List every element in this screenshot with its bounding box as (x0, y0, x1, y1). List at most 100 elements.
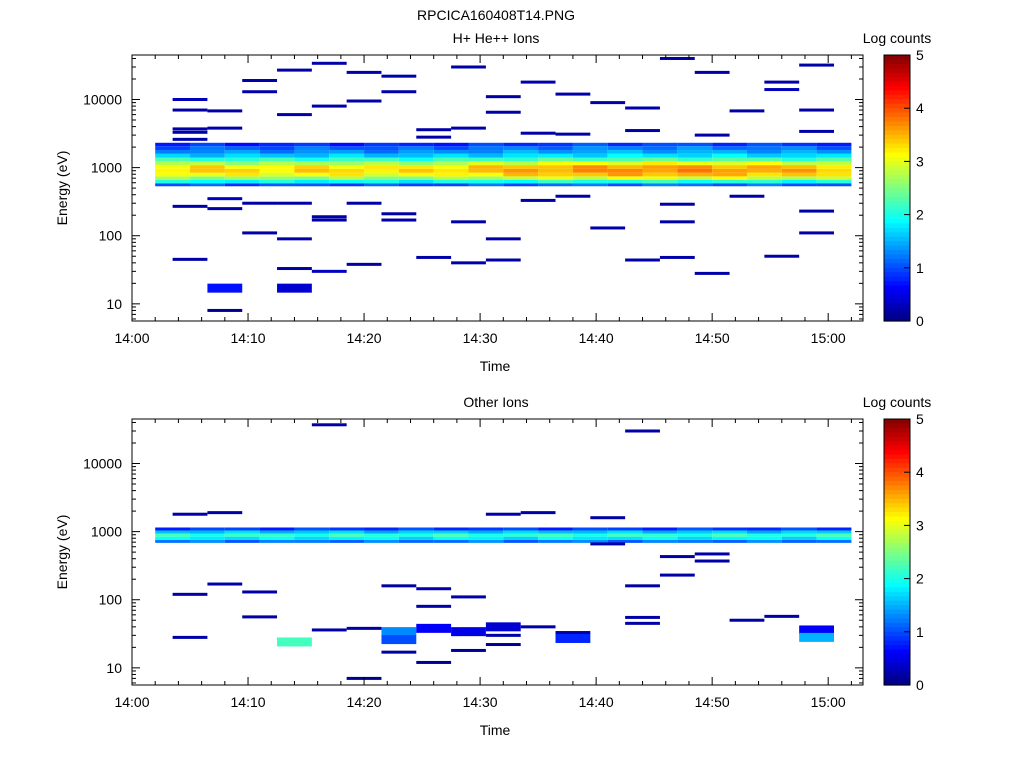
heatmap-cell (416, 604, 452, 608)
heatmap-cell (816, 161, 852, 166)
heatmap-cell (468, 146, 504, 151)
heatmap-cell (155, 161, 191, 166)
heatmap-cell (607, 146, 643, 151)
heatmap-cell (503, 179, 539, 184)
heatmap-cell (816, 142, 852, 147)
heatmap-cell (781, 165, 817, 169)
heatmap-cell (451, 65, 486, 69)
heatmap-cell (155, 146, 191, 151)
colorbar-swatch (884, 419, 910, 425)
heatmap-cell (625, 258, 660, 262)
heatmap-cell (277, 201, 312, 205)
y-tick-label: 10000 (83, 455, 122, 471)
heatmap-cell (659, 202, 695, 206)
colorbar-swatch (884, 516, 910, 522)
heatmap-cell (224, 157, 260, 162)
colorbar-swatch (884, 680, 910, 686)
y-tick-label: 1000 (91, 524, 122, 540)
heatmap-cell (329, 157, 365, 162)
heatmap-cell (311, 628, 347, 632)
heatmap-cell (694, 559, 730, 563)
heatmap-cell (572, 533, 608, 537)
heatmap-cell (607, 165, 643, 169)
heatmap-cell (781, 527, 817, 531)
heatmap-cell (503, 142, 539, 147)
heatmap-cell (572, 539, 608, 543)
colorbar-swatch (884, 303, 910, 309)
y-tick-label: 100 (99, 592, 123, 608)
heatmap-cell (346, 201, 382, 205)
colorbar-label: Log counts (863, 30, 932, 46)
colorbar-tick-label: 5 (916, 411, 924, 427)
heatmap-cell (677, 161, 713, 166)
heatmap-cell (155, 533, 191, 537)
heatmap-cell (503, 530, 539, 534)
heatmap-cell (329, 150, 365, 154)
heatmap-cell (155, 176, 191, 180)
colorbar-swatch (884, 241, 910, 247)
heatmap-cell (172, 512, 208, 516)
heatmap-cell (381, 74, 417, 78)
heatmap-cell (503, 533, 539, 537)
x-tick-label: 14:40 (579, 330, 614, 346)
heatmap-cell (155, 168, 191, 173)
heatmap-cell (294, 183, 330, 187)
heatmap-cell (155, 150, 191, 154)
heatmap-cell (538, 533, 573, 537)
colorbar-swatch (884, 622, 910, 628)
heatmap-cell (659, 56, 695, 60)
heatmap-cell (398, 146, 434, 151)
heatmap-cell (781, 150, 817, 154)
heatmap-cell (381, 90, 417, 94)
heatmap-cell (712, 150, 747, 154)
colorbar-swatch (884, 574, 910, 580)
heatmap-cell (433, 539, 469, 543)
heatmap-cell (520, 131, 556, 135)
heatmap-cell (572, 142, 608, 147)
x-tick-label: 14:30 (463, 694, 498, 710)
heatmap-cell (712, 176, 747, 180)
heatmap-cell (190, 168, 225, 173)
heatmap-cell (207, 582, 243, 586)
colorbar-swatch (884, 245, 910, 251)
heatmap-cell (207, 197, 243, 201)
heatmap-cell (207, 109, 243, 113)
colorbar-swatch (884, 170, 910, 176)
heatmap-cell (746, 536, 782, 540)
heatmap-cell (781, 161, 817, 166)
heatmap-cell (538, 527, 573, 531)
heatmap-cell (746, 172, 782, 177)
heatmap-cell (224, 153, 260, 158)
heatmap-cell (607, 142, 643, 147)
heatmap-cell (642, 168, 678, 173)
heatmap-cell (364, 527, 399, 531)
heatmap-cell (503, 168, 539, 173)
colorbar-swatch (884, 445, 910, 451)
heatmap-cell (294, 179, 330, 184)
heatmap-cell (346, 70, 382, 74)
colorbar-swatch (884, 676, 910, 682)
heatmap-cell (155, 530, 191, 534)
heatmap-cell (224, 165, 260, 169)
colorbar-swatch (884, 587, 910, 593)
colorbar-swatch (884, 436, 910, 442)
colorbar-swatch (884, 77, 910, 83)
heatmap-cell (485, 622, 521, 632)
heatmap-cell (294, 153, 330, 158)
colorbar-swatch (884, 498, 910, 504)
y-tick-label: 1000 (91, 160, 122, 176)
colorbar-swatch (884, 90, 910, 96)
heatmap-cell (694, 133, 730, 137)
heatmap-cell (642, 179, 678, 184)
colorbar-swatch (884, 103, 910, 109)
heatmap-cell (538, 530, 573, 534)
heatmap-cell (590, 516, 626, 520)
colorbar-swatch (884, 476, 910, 482)
heatmap-cell (155, 157, 191, 162)
heatmap-cell (642, 165, 678, 169)
heatmap-cell (294, 165, 330, 169)
heatmap-cell (799, 625, 834, 635)
heatmap-cell (468, 183, 504, 187)
heatmap-cell (346, 626, 382, 630)
colorbar-swatch (884, 467, 910, 473)
